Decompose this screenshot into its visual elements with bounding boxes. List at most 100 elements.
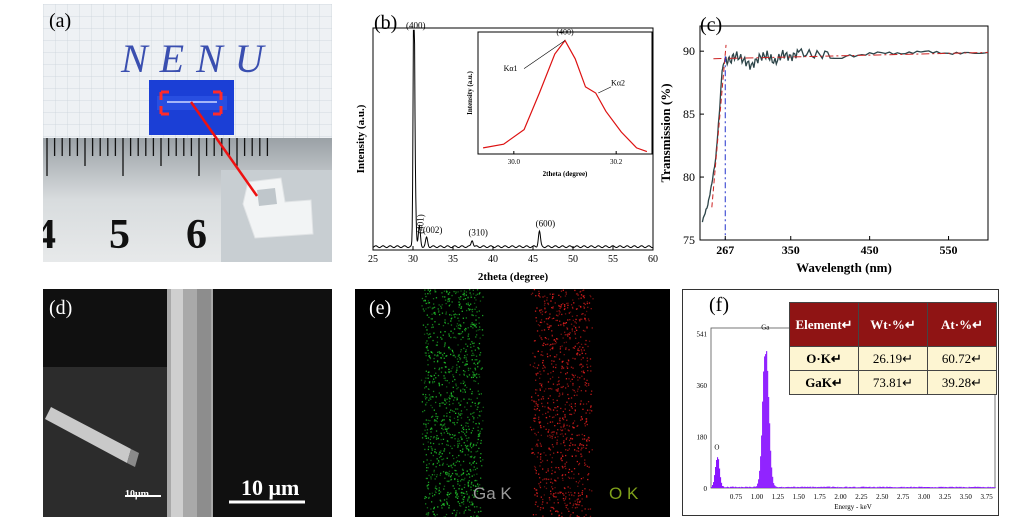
map-dot xyxy=(473,489,475,492)
map-dot xyxy=(582,371,585,374)
map-dot xyxy=(473,362,475,365)
map-dot xyxy=(465,303,468,305)
map-dot xyxy=(557,315,559,317)
map-dot xyxy=(477,511,480,513)
edge-fit-line xyxy=(711,44,727,208)
spectrum-bar xyxy=(924,487,926,488)
map-dot xyxy=(430,478,432,480)
map-dot xyxy=(568,425,571,427)
map-dot xyxy=(425,403,427,405)
map-dot xyxy=(426,470,428,472)
spectrum-bar xyxy=(849,486,851,488)
map-dot xyxy=(471,314,473,316)
map-dot xyxy=(438,367,441,369)
map-dot xyxy=(479,415,481,417)
spectrum-bar xyxy=(786,487,788,488)
map-dot xyxy=(581,350,583,352)
spectrum-bar xyxy=(903,486,905,488)
map-dot xyxy=(540,456,542,458)
map-dot xyxy=(574,444,576,446)
map-dot xyxy=(478,293,480,295)
map-dot xyxy=(562,367,565,369)
spectrum-bar xyxy=(831,487,833,488)
map-dot xyxy=(541,351,543,353)
map-dot xyxy=(440,352,442,354)
map-dot xyxy=(580,336,582,338)
map-dot xyxy=(543,304,546,306)
spectrum-bar xyxy=(986,487,988,488)
map-dot xyxy=(467,297,469,299)
map-dot xyxy=(478,373,480,376)
map-dot xyxy=(577,498,579,500)
map-dot xyxy=(573,376,575,378)
map-dot xyxy=(590,296,592,298)
map-dot xyxy=(563,425,565,427)
map-dot xyxy=(534,356,536,358)
map-dot xyxy=(475,336,477,338)
peak-label-4: (310) xyxy=(468,227,488,237)
map-dot xyxy=(583,372,585,374)
map-dot xyxy=(427,488,429,490)
spectrum-bar xyxy=(970,487,972,488)
map-dot xyxy=(561,454,564,456)
map-dot xyxy=(436,361,439,363)
map-dot xyxy=(449,416,451,418)
map-dot xyxy=(444,423,446,425)
spectrum-bar xyxy=(957,487,959,488)
map-dot xyxy=(531,448,533,450)
y-axis-label: Transmission (%) xyxy=(658,83,673,182)
map-dot xyxy=(548,326,551,329)
map-dot xyxy=(450,465,452,468)
map-dot xyxy=(432,390,435,393)
map-dot xyxy=(472,445,474,447)
map-dot xyxy=(456,422,458,424)
spectrum-bar xyxy=(891,487,893,488)
map-dot xyxy=(443,448,446,450)
map-dot xyxy=(568,477,571,479)
map-dot xyxy=(449,411,451,413)
spectrum-bar xyxy=(837,486,839,488)
map-dot xyxy=(586,496,588,498)
map-dot xyxy=(464,329,466,331)
map-dot xyxy=(586,465,588,467)
map-dot xyxy=(466,470,468,472)
map-dot xyxy=(547,478,549,480)
map-dot xyxy=(581,492,583,494)
map-dot xyxy=(552,348,554,350)
map-dot xyxy=(453,355,456,357)
map-dot xyxy=(456,474,458,476)
spectrum-bar xyxy=(934,487,936,488)
map-dot xyxy=(569,319,571,321)
map-dot xyxy=(432,495,434,497)
map-dot xyxy=(585,421,587,423)
map-dot xyxy=(441,384,443,386)
map-dot xyxy=(455,292,457,295)
map-dot xyxy=(531,396,533,398)
map-dot xyxy=(427,359,429,361)
spectrum-bar xyxy=(743,487,745,488)
map-dot xyxy=(469,308,471,310)
map-dot xyxy=(553,401,555,404)
map-dot xyxy=(590,406,592,408)
spectrum-bar xyxy=(882,486,884,488)
map-dot xyxy=(454,356,457,358)
map-dot xyxy=(568,349,570,351)
cell: 39.28↵ xyxy=(927,370,997,395)
map-dot xyxy=(581,433,583,436)
spectrum-bar xyxy=(796,487,798,488)
map-dot xyxy=(547,411,549,413)
map-dot xyxy=(561,459,563,462)
map-dot xyxy=(432,307,435,309)
map-dot xyxy=(579,444,581,446)
map-dot xyxy=(584,318,586,320)
map-dot xyxy=(457,446,459,448)
map-dot xyxy=(547,422,549,425)
map-dot xyxy=(460,290,462,292)
map-dot xyxy=(482,314,484,317)
map-dot xyxy=(547,323,549,326)
map-dot xyxy=(575,318,577,321)
map-dot xyxy=(580,306,582,308)
map-dot xyxy=(547,303,550,306)
map-dot xyxy=(547,326,549,328)
transmission-series-line xyxy=(701,47,989,223)
